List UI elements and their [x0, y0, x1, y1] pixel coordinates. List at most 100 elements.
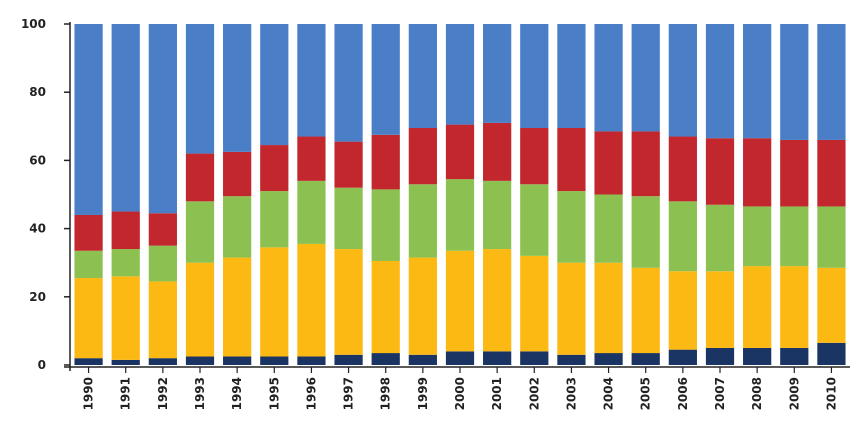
bar-segment-2008-s2 — [743, 206, 772, 267]
bar-segment-1996-s0 — [297, 356, 326, 365]
bar-segment-2007-s3 — [705, 138, 735, 205]
bar-segment-2009-s2 — [780, 206, 809, 267]
bar-segment-1990-s1 — [74, 278, 103, 359]
bar-segment-1991-s4 — [111, 24, 140, 212]
bar-segment-2008-s3 — [743, 138, 772, 207]
bar-segment-1999-s0 — [408, 354, 437, 365]
bar-segment-1997-s3 — [334, 141, 363, 188]
x-tick-label-2001: 2001 — [490, 377, 504, 410]
bar-segment-1990-s3 — [74, 214, 103, 251]
bar-segment-1994-s0 — [223, 356, 252, 365]
bar-segment-1998-s0 — [371, 353, 400, 365]
bar-segment-1992-s1 — [148, 281, 177, 359]
bar-segment-1992-s2 — [148, 245, 177, 282]
bar-segment-2009-s4 — [780, 24, 809, 140]
bar-segment-1990-s2 — [74, 250, 103, 279]
bar-segment-1996-s1 — [297, 243, 326, 357]
y-tick-label-80: 80 — [29, 85, 46, 99]
bar-segment-1995-s3 — [260, 145, 289, 192]
bar-segment-2004-s3 — [594, 131, 623, 195]
bar-segment-1994-s3 — [223, 151, 252, 197]
bar-segment-1991-s3 — [111, 211, 140, 250]
bar-segment-2001-s3 — [483, 122, 512, 181]
x-tick-label-2006: 2006 — [676, 377, 690, 410]
y-tick-label-0: 0 — [38, 358, 46, 372]
bar-segment-2000-s4 — [445, 24, 475, 125]
x-tick-label-1999: 1999 — [416, 377, 430, 410]
bar-segment-2005-s4 — [631, 24, 660, 132]
bar-segment-1995-s0 — [260, 356, 289, 365]
bar-segment-2000-s1 — [445, 250, 475, 352]
bar-segment-2001-s0 — [483, 351, 512, 365]
bar-segment-2003-s3 — [557, 128, 586, 192]
bar-segment-1997-s0 — [334, 354, 363, 365]
bar-segment-1998-s3 — [371, 134, 400, 190]
y-tick-label-100: 100 — [21, 17, 46, 31]
bar-segment-2010-s2 — [817, 206, 846, 268]
bar-segment-1991-s1 — [111, 276, 140, 360]
x-tick-label-1993: 1993 — [193, 377, 207, 410]
bar-segment-2000-s0 — [445, 351, 475, 365]
bar-segment-1999-s4 — [408, 24, 437, 129]
bar-segment-2002-s0 — [520, 351, 549, 365]
bar-segment-1990-s0 — [74, 358, 103, 365]
bar-segment-1993-s3 — [185, 153, 215, 202]
x-tick-label-1996: 1996 — [304, 377, 318, 410]
bar-segment-1996-s3 — [297, 136, 326, 181]
bar-segment-2004-s1 — [594, 262, 623, 354]
bar-segment-1995-s1 — [260, 247, 289, 357]
bar-segment-2007-s2 — [705, 204, 735, 272]
bar-segment-2003-s1 — [557, 262, 586, 355]
bar-segment-2003-s0 — [557, 354, 586, 365]
bar-segment-2009-s0 — [780, 347, 809, 365]
bar-segment-2001-s2 — [483, 180, 512, 250]
bar-segment-1996-s2 — [297, 180, 326, 244]
x-tick-label-1994: 1994 — [230, 377, 244, 410]
x-tick-label-1990: 1990 — [82, 377, 96, 410]
bar-segment-2004-s0 — [594, 353, 623, 365]
bar-segment-2010-s4 — [817, 24, 846, 140]
bar-segment-1992-s4 — [148, 24, 177, 214]
bar-segment-1993-s4 — [185, 24, 215, 154]
x-tick-label-1992: 1992 — [156, 377, 170, 410]
bar-segment-1996-s4 — [297, 24, 326, 137]
bar-segment-2010-s0 — [817, 342, 846, 365]
bar-segment-1999-s2 — [408, 184, 437, 258]
bar-segment-2006-s3 — [668, 136, 697, 202]
y-tick-label-20: 20 — [29, 290, 46, 304]
bar-segment-2010-s3 — [817, 139, 846, 207]
bar-segment-1999-s1 — [408, 257, 437, 355]
bar-segment-2006-s2 — [668, 201, 697, 272]
bar-segment-2008-s0 — [743, 347, 772, 365]
bar-segment-2008-s4 — [743, 24, 772, 139]
x-tick-label-2007: 2007 — [713, 377, 727, 410]
bar-segment-1995-s4 — [260, 24, 289, 146]
bar-segment-2007-s4 — [705, 24, 735, 139]
x-tick-label-2004: 2004 — [602, 377, 616, 410]
x-tick-label-2009: 2009 — [787, 377, 801, 410]
bar-segment-2006-s1 — [668, 271, 697, 350]
bar-segment-2010-s1 — [817, 267, 846, 343]
x-tick-label-2010: 2010 — [824, 377, 838, 410]
bar-segment-2005-s0 — [631, 353, 660, 365]
x-tick-label-1991: 1991 — [119, 377, 133, 410]
x-tick-label-2002: 2002 — [527, 377, 541, 410]
bar-segment-1999-s3 — [408, 128, 437, 185]
bar-segment-2002-s2 — [520, 184, 549, 256]
bar-segment-2000-s3 — [445, 124, 475, 180]
bar-segment-1998-s2 — [371, 189, 400, 261]
bar-segment-1997-s2 — [334, 187, 363, 250]
bar-segment-1991-s2 — [111, 249, 140, 277]
bar-segment-1991-s0 — [111, 359, 140, 365]
bar-segment-2005-s1 — [631, 267, 660, 354]
bar-segment-1990-s4 — [74, 24, 103, 215]
y-tick-label-40: 40 — [29, 222, 46, 236]
bar-segment-1994-s1 — [223, 257, 252, 357]
bar-segment-1992-s3 — [148, 213, 177, 246]
bar-segment-2009-s3 — [780, 139, 809, 207]
x-tick-label-2003: 2003 — [564, 377, 578, 410]
bar-segment-1993-s1 — [185, 262, 215, 357]
bar-segment-2001-s4 — [483, 24, 512, 123]
